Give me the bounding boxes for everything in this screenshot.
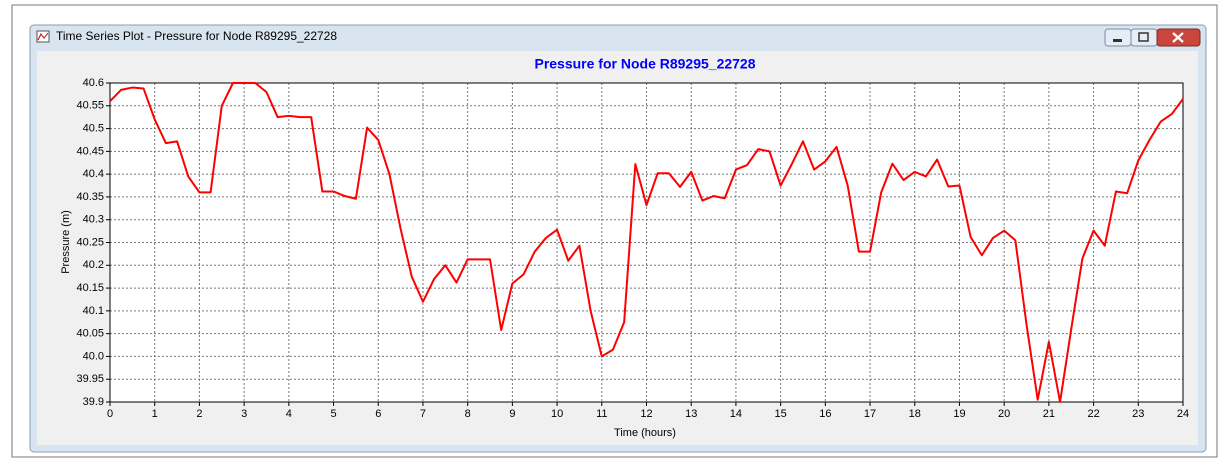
y-tick-label: 39.9 [83, 396, 104, 408]
x-tick-label: 14 [730, 408, 742, 420]
y-tick-label: 40.4 [83, 168, 104, 180]
x-tick-label: 15 [775, 408, 787, 420]
maximize-button[interactable] [1130, 28, 1158, 47]
x-tick-label: 11 [596, 408, 607, 420]
y-tick-label: 40.3 [83, 214, 104, 226]
y-tick-label: 39.95 [76, 373, 104, 385]
x-tick-label: 24 [1177, 408, 1189, 420]
window-icon-line [37, 32, 49, 41]
x-tick-label: 20 [998, 408, 1010, 420]
x-tick-label: 2 [196, 408, 202, 420]
x-tick-label: 12 [640, 408, 652, 420]
y-tick-label: 40.6 [83, 77, 104, 89]
y-tick-label: 40.25 [76, 236, 104, 248]
x-tick-label: 4 [286, 408, 292, 420]
x-tick-label: 17 [864, 408, 876, 420]
maximize-button[interactable] [1130, 28, 1158, 47]
x-tick-label: 19 [953, 408, 965, 420]
x-tick-label: 1 [152, 408, 158, 420]
y-tick-label: 40.55 [76, 100, 104, 112]
x-tick-label: 16 [819, 408, 831, 420]
y-tick-label: 40.15 [76, 282, 104, 294]
y-tick-label: 40.45 [76, 145, 104, 157]
y-tick-label: 40.35 [76, 191, 104, 203]
x-tick-label: 3 [241, 408, 247, 420]
y-tick-label: 40.05 [76, 328, 104, 340]
y-tick-label: 40.5 [83, 122, 104, 134]
close-icon [1172, 32, 1184, 43]
x-tick-label: 21 [1043, 408, 1055, 420]
y-tick-label: 40.0 [83, 350, 104, 362]
y-axis-label: Pressure (m) [60, 210, 72, 274]
x-tick-label: 22 [1087, 408, 1099, 420]
minimize-button[interactable] [1104, 28, 1132, 47]
x-tick-label: 5 [330, 408, 336, 420]
x-tick-label: 6 [375, 408, 381, 420]
x-tick-label: 0 [107, 408, 113, 420]
chart-title: Pressure for Node R89295_22728 [534, 56, 755, 72]
x-tick-label: 8 [465, 408, 471, 420]
x-tick-label: 23 [1132, 408, 1144, 420]
series-line [109, 82, 1184, 403]
minimize-button[interactable] [1104, 28, 1132, 47]
x-tick-label: 13 [685, 408, 697, 420]
maximize-icon [1138, 32, 1149, 42]
close-button[interactable] [1156, 28, 1201, 47]
y-tick-label: 40.2 [83, 259, 104, 271]
plot-border [109, 82, 1184, 403]
x-tick-label: 18 [909, 408, 921, 420]
minimize-icon [1113, 39, 1122, 42]
x-axis-label: Time (hours) [614, 427, 676, 439]
window-title: Time Series Plot - Pressure for Node R89… [56, 29, 337, 43]
x-tick-label: 7 [420, 408, 426, 420]
y-tick-label: 40.1 [83, 305, 104, 317]
x-tick-label: 9 [509, 408, 515, 420]
x-tick-label: 10 [551, 408, 563, 420]
